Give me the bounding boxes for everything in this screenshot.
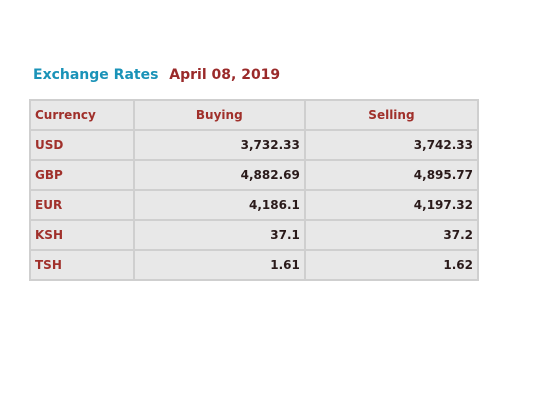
page-title: Exchange Rates bbox=[33, 67, 159, 83]
table-row: GBP 4,882.69 4,895.77 bbox=[29, 159, 480, 191]
table-row: TSH 1.61 1.62 bbox=[29, 249, 480, 281]
table-header-row: Currency Buying Selling bbox=[29, 99, 480, 131]
buying-rate: 1.61 bbox=[132, 249, 306, 281]
table-row: EUR 4,186.1 4,197.32 bbox=[29, 189, 480, 221]
buying-rate: 37.1 bbox=[132, 219, 306, 251]
selling-column-header: Selling bbox=[303, 99, 480, 131]
selling-rate: 1.62 bbox=[303, 249, 480, 281]
currency-code: KSH bbox=[29, 219, 135, 251]
buying-rate: 3,732.33 bbox=[132, 129, 306, 161]
selling-rate: 37.2 bbox=[303, 219, 480, 251]
selling-rate: 4,895.77 bbox=[303, 159, 480, 191]
currency-code: GBP bbox=[29, 159, 135, 191]
table-row: USD 3,732.33 3,742.33 bbox=[29, 129, 480, 161]
currency-code: TSH bbox=[29, 249, 135, 281]
table-row: KSH 37.1 37.2 bbox=[29, 219, 480, 251]
buying-rate: 4,186.1 bbox=[132, 189, 306, 221]
currency-column-header: Currency bbox=[29, 99, 135, 131]
exchange-rates-heading: Exchange Rates April 08, 2019 bbox=[33, 67, 280, 83]
exchange-rates-table: Currency Buying Selling USD 3,732.33 3,7… bbox=[29, 99, 480, 281]
buying-rate: 4,882.69 bbox=[132, 159, 306, 191]
selling-rate: 4,197.32 bbox=[303, 189, 480, 221]
selling-rate: 3,742.33 bbox=[303, 129, 480, 161]
buying-column-header: Buying bbox=[132, 99, 306, 131]
rates-date: April 08, 2019 bbox=[169, 67, 281, 83]
currency-code: EUR bbox=[29, 189, 135, 221]
currency-code: USD bbox=[29, 129, 135, 161]
